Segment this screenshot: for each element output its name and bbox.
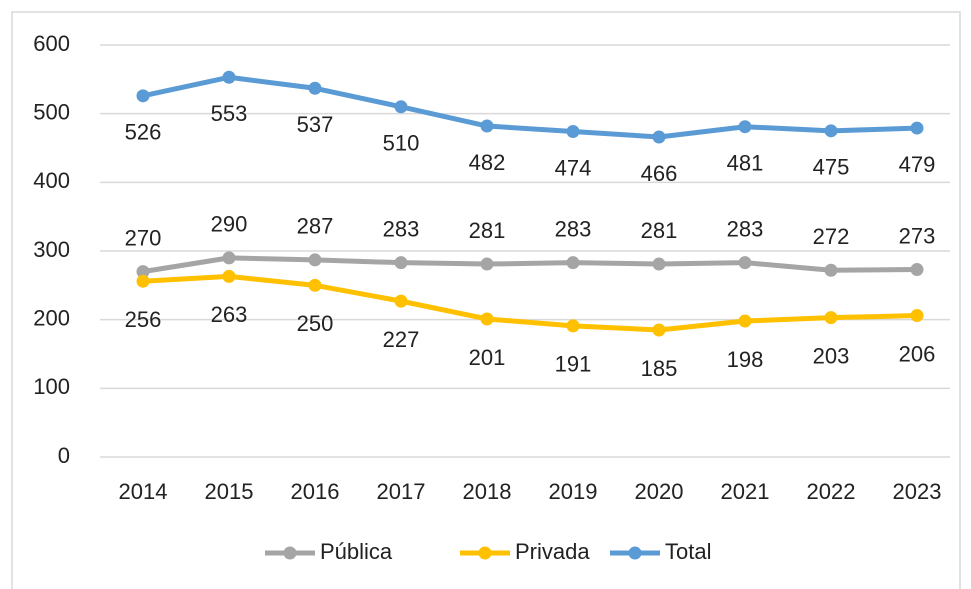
x-tick-label: 2014 bbox=[119, 479, 168, 504]
point bbox=[566, 125, 580, 139]
legend-label: Total bbox=[665, 539, 711, 564]
data-label: 482 bbox=[469, 150, 506, 175]
point bbox=[652, 130, 666, 144]
data-label: 475 bbox=[813, 155, 850, 180]
x-tick-label: 2017 bbox=[377, 479, 426, 504]
data-label: 287 bbox=[297, 214, 334, 239]
point bbox=[738, 120, 752, 134]
point bbox=[308, 253, 322, 267]
y-tick-label: 500 bbox=[33, 99, 70, 124]
data-label: 256 bbox=[125, 307, 162, 332]
data-label: 227 bbox=[383, 327, 420, 352]
y-tick-label: 300 bbox=[33, 237, 70, 262]
data-label: 537 bbox=[297, 112, 334, 137]
data-label: 185 bbox=[641, 356, 678, 381]
data-label: 510 bbox=[383, 131, 420, 156]
data-label: 270 bbox=[125, 225, 162, 250]
point bbox=[136, 89, 150, 103]
point bbox=[480, 119, 494, 133]
legend-marker bbox=[478, 546, 492, 560]
legend-marker bbox=[283, 546, 297, 560]
x-tick-label: 2023 bbox=[893, 479, 942, 504]
legend-marker bbox=[628, 546, 642, 560]
point bbox=[652, 323, 666, 337]
x-tick-label: 2020 bbox=[635, 479, 684, 504]
x-tick-label: 2022 bbox=[807, 479, 856, 504]
point bbox=[222, 251, 236, 265]
data-label: 198 bbox=[727, 347, 764, 372]
point bbox=[308, 278, 322, 292]
x-tick-label: 2016 bbox=[291, 479, 340, 504]
x-tick-label: 2021 bbox=[721, 479, 770, 504]
data-label: 250 bbox=[297, 311, 334, 336]
point bbox=[824, 124, 838, 138]
point bbox=[222, 269, 236, 283]
data-label: 281 bbox=[469, 218, 506, 243]
data-label: 290 bbox=[211, 212, 248, 237]
point bbox=[222, 70, 236, 84]
point bbox=[738, 314, 752, 328]
data-label: 481 bbox=[727, 151, 764, 176]
point bbox=[910, 121, 924, 135]
data-label: 466 bbox=[641, 161, 678, 186]
point bbox=[136, 274, 150, 288]
data-label: 263 bbox=[211, 302, 248, 327]
y-tick-label: 400 bbox=[33, 168, 70, 193]
data-label: 479 bbox=[899, 152, 936, 177]
point bbox=[394, 256, 408, 270]
data-label: 283 bbox=[383, 216, 420, 241]
point bbox=[394, 294, 408, 308]
chart-frame bbox=[11, 11, 961, 589]
point bbox=[394, 100, 408, 114]
x-tick-label: 2018 bbox=[463, 479, 512, 504]
data-label: 201 bbox=[469, 345, 506, 370]
point bbox=[480, 257, 494, 271]
point bbox=[566, 256, 580, 270]
point bbox=[308, 81, 322, 95]
data-label: 283 bbox=[727, 216, 764, 241]
data-label: 281 bbox=[641, 218, 678, 243]
point bbox=[480, 312, 494, 326]
data-label: 283 bbox=[555, 216, 592, 241]
point bbox=[910, 309, 924, 323]
data-label: 273 bbox=[899, 223, 936, 248]
y-tick-label: 0 bbox=[58, 443, 70, 468]
y-tick-label: 100 bbox=[33, 374, 70, 399]
point bbox=[824, 263, 838, 277]
series-line bbox=[142, 255, 918, 275]
data-label: 272 bbox=[813, 224, 850, 249]
legend-label: Pública bbox=[320, 539, 393, 564]
y-tick-label: 200 bbox=[33, 305, 70, 330]
legend-label: Privada bbox=[515, 539, 590, 564]
data-label: 203 bbox=[813, 343, 850, 368]
data-label: 191 bbox=[555, 352, 592, 377]
point bbox=[136, 265, 150, 279]
data-label: 206 bbox=[899, 341, 936, 366]
x-tick-label: 2015 bbox=[205, 479, 254, 504]
point bbox=[566, 319, 580, 333]
data-label: 553 bbox=[211, 101, 248, 126]
y-tick-label: 600 bbox=[33, 31, 70, 56]
point bbox=[824, 311, 838, 325]
series-line bbox=[142, 74, 918, 140]
series-line bbox=[142, 273, 918, 333]
x-tick-label: 2019 bbox=[549, 479, 598, 504]
point bbox=[652, 257, 666, 271]
point bbox=[738, 256, 752, 270]
point bbox=[910, 263, 924, 277]
data-label: 526 bbox=[125, 120, 162, 145]
data-label: 474 bbox=[555, 155, 592, 180]
